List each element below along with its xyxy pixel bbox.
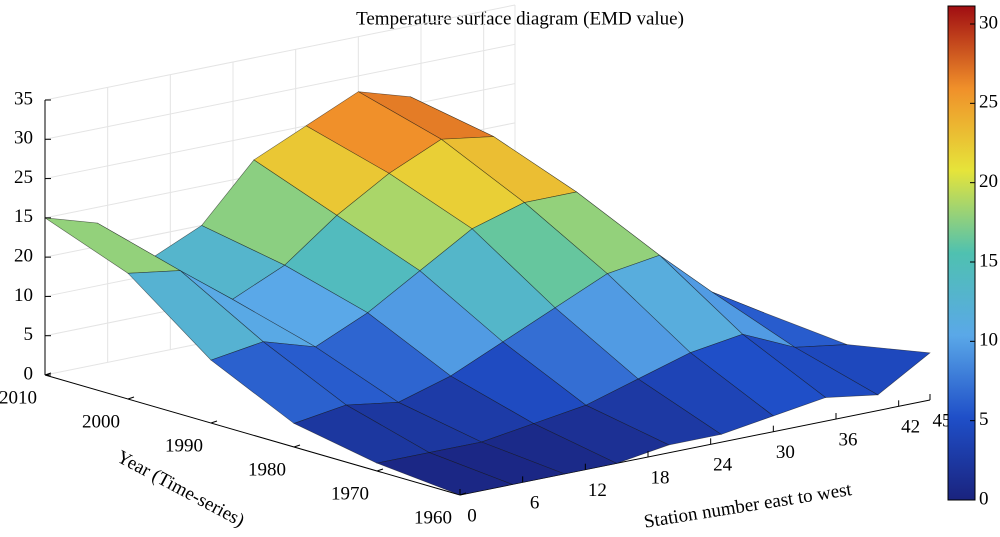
y-tick-label: 1990 (165, 435, 203, 456)
y-tick (376, 468, 384, 472)
x-tick-label: 0 (467, 505, 477, 526)
colorbar-tick-label: 5 (979, 409, 989, 430)
z-tick-label: 30 (14, 128, 33, 149)
colorbar-tick-label: 0 (979, 488, 989, 509)
surface-cell (44, 217, 182, 274)
chart-title: Temperature surface diagram (EMD value) (356, 8, 684, 29)
grid-line (44, 43, 516, 140)
y-tick-label: 2000 (82, 411, 120, 432)
z-tick-label: 5 (24, 324, 34, 345)
x-tick-label: 24 (713, 455, 733, 476)
surface-cell (375, 452, 514, 496)
grid-line (44, 83, 516, 180)
colorbar-tick-label: 15 (979, 250, 998, 271)
y-tick-label: 1980 (248, 459, 286, 480)
z-tick-label: 35 (14, 88, 33, 109)
surface (44, 91, 931, 496)
y-tick (127, 396, 135, 400)
colorbar-tick-label: 30 (979, 12, 998, 33)
x-tick-label: 45 (933, 410, 952, 431)
x-tick-label: 6 (530, 493, 540, 514)
z-tick-label: 10 (14, 285, 33, 306)
x-tick-label: 36 (839, 429, 858, 450)
colorbar-tick-label: 10 (979, 330, 998, 351)
colorbar-tick-label: 20 (979, 171, 998, 192)
y-tick-label: 1970 (331, 483, 369, 504)
y-axis-label: Year (Time-series) (113, 447, 248, 532)
grid-line (44, 4, 516, 101)
y-tick-label: 2010 (0, 387, 37, 408)
y-tick (293, 444, 301, 448)
z-tick-label: 0 (24, 363, 34, 384)
x-tick-label: 12 (588, 480, 607, 501)
y-axis (44, 374, 461, 496)
z-tick-label: 20 (14, 246, 33, 267)
z-tick-label: 25 (14, 167, 33, 188)
y-tick-label: 1960 (414, 507, 452, 528)
y-tick (459, 492, 467, 496)
colorbar (947, 5, 976, 501)
z-tick-label: 15 (14, 206, 33, 227)
colorbar-tick-label: 25 (979, 92, 998, 113)
x-tick-label: 30 (776, 442, 795, 463)
x-axis-label: Station number east to west (642, 479, 853, 533)
y-tick (210, 420, 218, 424)
x-tick-label: 18 (651, 467, 670, 488)
x-tick-label: 42 (901, 417, 920, 438)
